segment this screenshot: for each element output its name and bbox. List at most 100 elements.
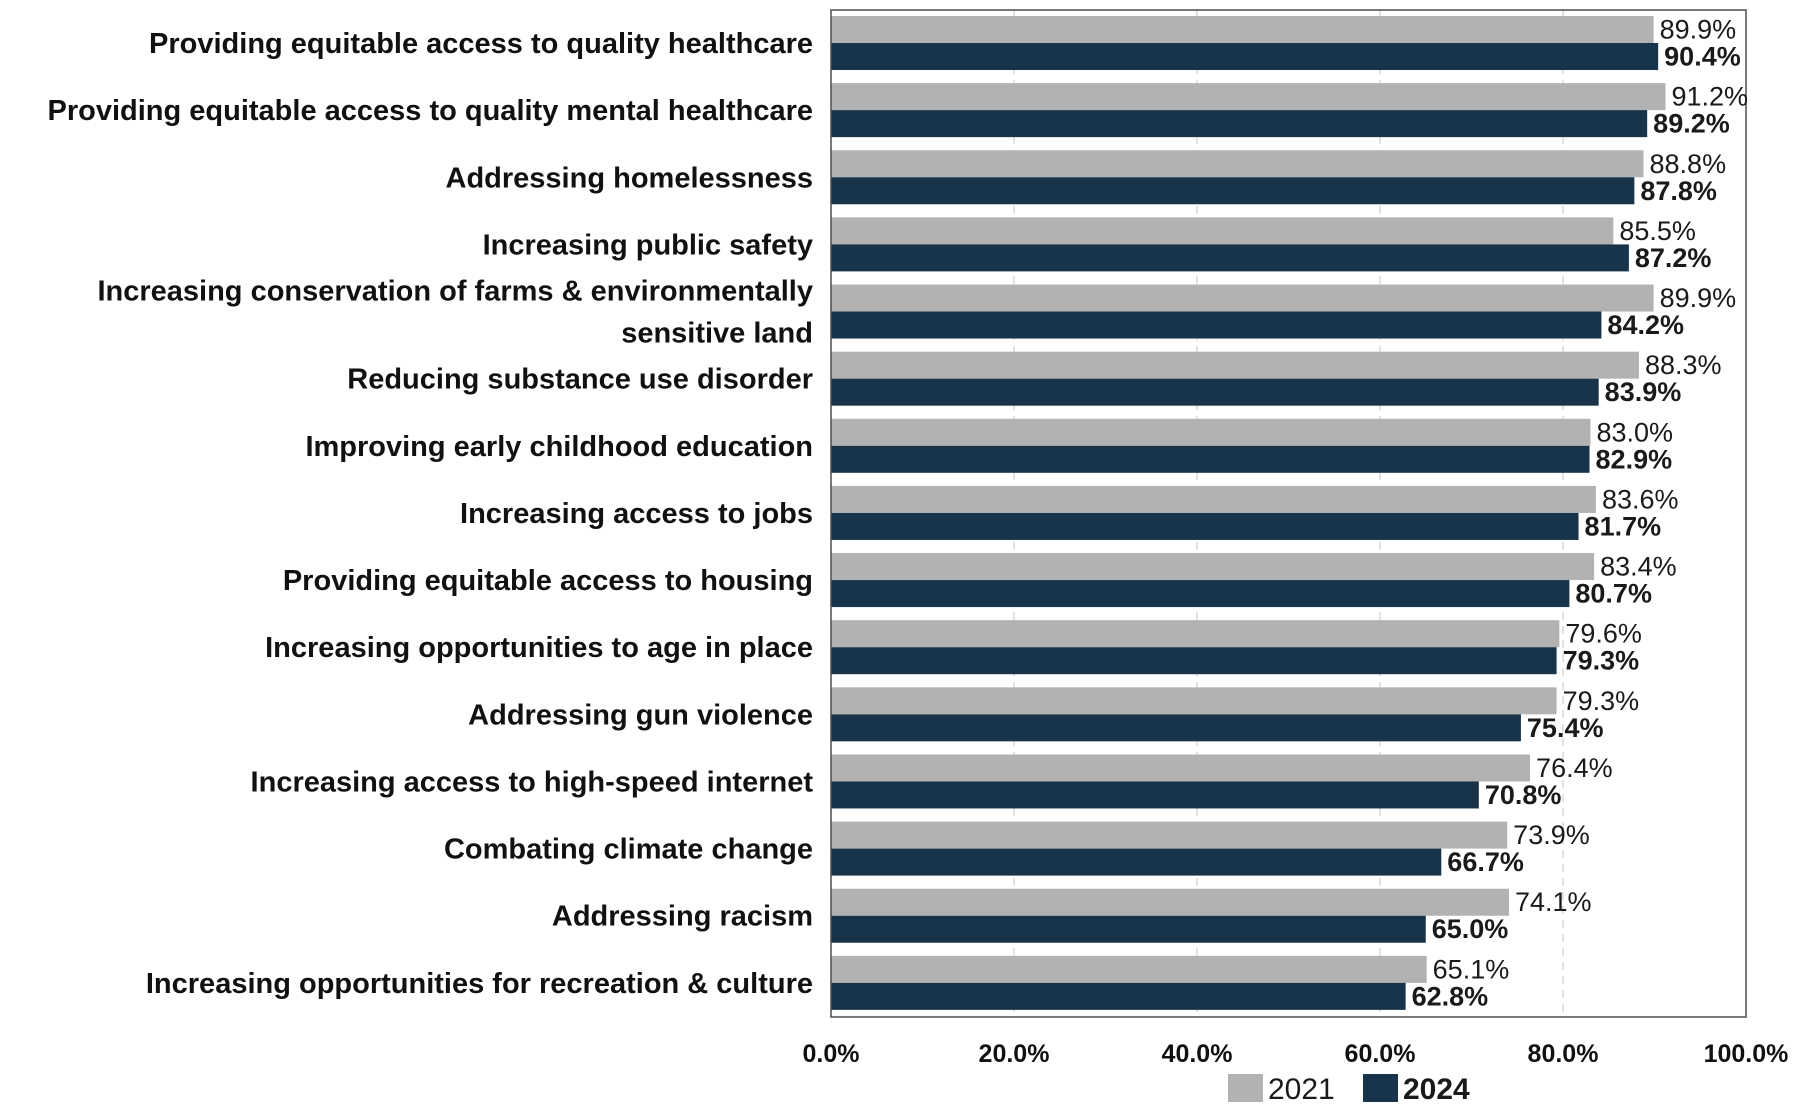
data-label-2024: 62.8% (1412, 981, 1489, 1011)
legend: 2021 2024 (1228, 1073, 1470, 1106)
category-label: Providing equitable access to housing (283, 565, 813, 597)
legend-swatch-2024 (1363, 1074, 1398, 1102)
category-label: Increasing opportunities to age in place (265, 632, 813, 664)
data-label-2024: 80.7% (1575, 579, 1652, 609)
x-tick-label: 60.0% (1345, 1040, 1416, 1068)
data-label-2021: 83.4% (1600, 552, 1677, 582)
category-label: Addressing gun violence (468, 699, 813, 731)
bar-2024 (831, 781, 1479, 809)
data-label-2024: 79.3% (1563, 646, 1640, 676)
category-label-line: Reducing substance use disorder (347, 364, 813, 396)
x-tick-label: 20.0% (979, 1040, 1050, 1068)
x-tick-label: 40.0% (1162, 1040, 1233, 1068)
data-label-2021: 85.5% (1619, 216, 1696, 246)
data-label-2024: 81.7% (1585, 511, 1662, 541)
bar-2021 (831, 888, 1510, 916)
bar-2024 (831, 848, 1442, 876)
category-label-line: Increasing access to jobs (460, 498, 813, 530)
bar-2021 (831, 754, 1531, 782)
category-label: Increasing opportunities for recreation … (146, 968, 813, 1000)
category-label: Combating climate change (444, 834, 813, 866)
data-label-2021: 91.2% (1671, 82, 1748, 112)
category-label: Providing equitable access to quality me… (47, 95, 813, 127)
bar-2021 (831, 351, 1639, 379)
category-label: Increasing access to high-speed internet (251, 766, 814, 798)
category-label-line: Addressing homelessness (446, 162, 813, 194)
category-label-line: Providing equitable access to housing (283, 565, 813, 597)
bar-2021 (831, 83, 1666, 111)
data-label-2021: 73.9% (1513, 820, 1590, 850)
data-label-2024: 87.2% (1635, 243, 1712, 273)
bar-2021 (831, 217, 1614, 245)
bar-2024 (831, 580, 1570, 608)
bar-2024 (831, 110, 1648, 138)
bar-2021 (831, 418, 1591, 446)
data-label-2021: 74.1% (1515, 887, 1592, 917)
bar-2021 (831, 284, 1654, 312)
axes (830, 9, 1747, 1018)
bar-2024 (831, 244, 1629, 272)
bar-2024 (831, 445, 1590, 473)
x-tick-label: 0.0% (803, 1040, 860, 1068)
data-labels: 89.9%90.4%91.2%89.2%88.8%87.8%85.5%87.2%… (1412, 15, 1748, 1012)
category-label-line: Providing equitable access to quality he… (149, 28, 813, 60)
bar-2024 (831, 512, 1579, 540)
category-label: Improving early childhood education (305, 431, 813, 463)
bar-2024 (831, 311, 1602, 339)
data-label-2021: 76.4% (1536, 753, 1613, 783)
data-label-2024: 90.4% (1664, 42, 1741, 72)
bar-2024 (831, 378, 1599, 406)
data-label-2021: 88.8% (1650, 149, 1727, 179)
legend-swatch-2021 (1228, 1074, 1263, 1102)
x-tick-labels: 0.0% 20.0% 40.0% 60.0% 80.0% 100.0% (803, 1040, 1789, 1068)
bar-2021 (831, 553, 1595, 581)
category-label: Reducing substance use disorder (347, 364, 813, 396)
category-label-line: Addressing racism (552, 901, 813, 933)
category-label: Addressing homelessness (446, 162, 813, 194)
data-label-2024: 75.4% (1527, 713, 1604, 743)
bar-2021 (831, 150, 1644, 178)
bar-2024 (831, 915, 1426, 943)
data-label-2024: 89.2% (1653, 109, 1730, 139)
x-tick-label: 100.0% (1704, 1040, 1789, 1068)
category-label: Providing equitable access to quality he… (149, 28, 813, 60)
category-label: Increasing conservation of farms & envir… (97, 276, 813, 350)
category-label-line: sensitive land (621, 318, 813, 350)
category-labels: Providing equitable access to quality he… (47, 28, 813, 1000)
data-label-2024: 65.0% (1432, 914, 1509, 944)
bar-2021 (831, 955, 1427, 983)
data-label-2021: 79.6% (1565, 619, 1642, 649)
category-label: Increasing access to jobs (460, 498, 813, 530)
data-label-2021: 83.0% (1596, 417, 1673, 447)
plot-frame (830, 9, 1747, 1018)
category-label-line: Increasing opportunities for recreation … (146, 968, 813, 1000)
data-label-2024: 84.2% (1607, 310, 1684, 340)
data-label-2024: 70.8% (1485, 780, 1562, 810)
data-label-2024: 82.9% (1596, 444, 1673, 474)
bar-2024 (831, 982, 1406, 1010)
category-label-line: Providing equitable access to quality me… (47, 95, 813, 127)
data-label-2024: 83.9% (1605, 377, 1682, 407)
category-label-line: Increasing opportunities to age in place (265, 632, 813, 664)
category-label: Increasing public safety (483, 229, 813, 261)
data-label-2024: 87.8% (1640, 176, 1717, 206)
bar-2024 (831, 647, 1557, 675)
data-label-2021: 83.6% (1602, 484, 1679, 514)
bar-2021 (831, 16, 1654, 43)
legend-label-2024: 2024 (1403, 1073, 1470, 1106)
bar-2021 (831, 821, 1508, 849)
bar-2024 (831, 43, 1659, 70)
data-label-2024: 66.7% (1447, 847, 1524, 877)
category-label-line: Increasing public safety (483, 229, 813, 261)
category-label-line: Improving early childhood education (305, 431, 813, 463)
data-label-2021: 88.3% (1645, 350, 1722, 380)
bar-2021 (831, 485, 1596, 513)
bar-2021 (831, 687, 1557, 715)
bar-2024 (831, 177, 1635, 205)
data-label-2021: 89.9% (1660, 15, 1737, 45)
data-label-2021: 89.9% (1660, 283, 1737, 313)
bars (831, 16, 1666, 1010)
x-tick-label: 80.0% (1528, 1040, 1599, 1068)
